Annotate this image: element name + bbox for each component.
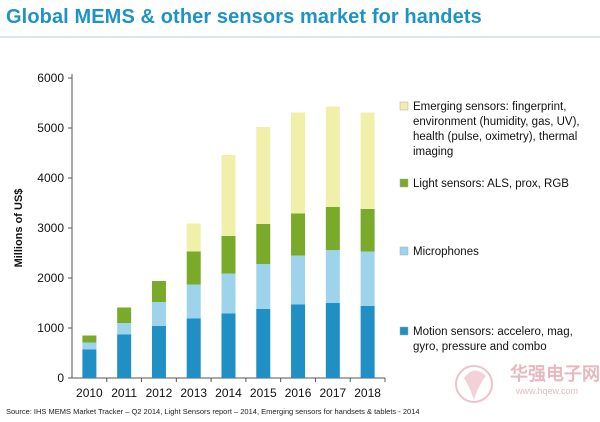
watermark: 华强电子网 www.hqew.com <box>450 358 600 408</box>
chart-title: Global MEMS & other sensors market for h… <box>6 6 482 28</box>
bar-segment <box>117 307 132 323</box>
bar-segment <box>360 209 375 252</box>
bar-segment <box>291 112 306 214</box>
bar-segment <box>325 250 340 303</box>
x-tick-label: 2011 <box>111 386 137 400</box>
legend-label: Emerging sensors: fingerprint, environmen… <box>413 101 580 158</box>
x-tick-label: 2018 <box>354 386 381 400</box>
bar-segment <box>291 304 306 378</box>
bar-segment <box>291 213 306 256</box>
bar-segment <box>256 224 271 264</box>
bar-segment <box>117 323 132 335</box>
legend-swatch <box>399 178 409 188</box>
legend-swatch <box>399 246 409 256</box>
y-tick-label: 5000 <box>37 121 64 135</box>
x-tick-label: 2017 <box>319 386 346 400</box>
bar-segment <box>221 313 236 378</box>
legend-swatch <box>399 101 409 111</box>
bar-segment <box>82 335 97 343</box>
x-tick-label: 2012 <box>146 386 173 400</box>
bar-segment <box>186 223 201 252</box>
x-tick-label: 2016 <box>285 386 312 400</box>
x-tick-label: 2010 <box>76 386 103 400</box>
y-tick-label: 3000 <box>37 221 64 235</box>
y-tick-label: 2000 <box>37 271 64 285</box>
bar-segment <box>360 306 375 378</box>
bar-segment <box>82 349 97 378</box>
bar-segment <box>256 309 271 378</box>
bar-segment <box>221 273 236 314</box>
x-tick-label: 2013 <box>180 386 207 400</box>
y-axis-label: Millions of US$ <box>13 189 25 268</box>
x-tick-label: 2015 <box>250 386 277 400</box>
bar-segment <box>325 207 340 250</box>
bar-segment <box>325 106 340 207</box>
legend-label: Microphones <box>413 246 479 258</box>
bar-segment <box>151 281 166 302</box>
bar-segment <box>186 284 201 319</box>
stacked-bar-chart: 0 1000 2000 3000 4000 5000 6000 2010 2011 2012 201… <box>13 71 580 400</box>
bar-segment <box>221 155 236 236</box>
bar-segment <box>82 342 97 350</box>
y-tick-label: 4000 <box>37 171 64 185</box>
watermark-url: www.hqew.com <box>516 386 579 396</box>
y-tick-label: 1000 <box>37 321 64 335</box>
legend-swatch <box>399 326 409 336</box>
bar-segment <box>256 264 271 309</box>
bar-segment <box>291 255 306 305</box>
legend-label: Motion sensors: accelero, mag, gyro, pres… <box>413 326 573 353</box>
bar-segment <box>186 251 201 285</box>
bar-segment <box>256 127 271 224</box>
y-tick-label: 6000 <box>37 71 64 85</box>
bar-segment <box>360 112 375 209</box>
watermark-logo-icon <box>455 365 493 403</box>
bar-segment <box>325 303 340 378</box>
bar-segment <box>360 251 375 306</box>
title-divider <box>0 36 600 38</box>
source-note: Source: IHS MEMS Market Tracker – Q2 201… <box>6 407 420 416</box>
watermark-text: 华强电子网 <box>510 364 600 384</box>
bar-segment <box>151 302 166 326</box>
bar-segment <box>186 318 201 378</box>
bar-segment <box>151 326 166 378</box>
legend-label: Light sensors: ALS, prox, RGB <box>413 178 569 190</box>
bar-segment <box>221 236 236 274</box>
x-tick-label: 2014 <box>215 386 242 400</box>
y-tick-label: 0 <box>57 371 64 385</box>
bar-segment <box>117 334 132 378</box>
